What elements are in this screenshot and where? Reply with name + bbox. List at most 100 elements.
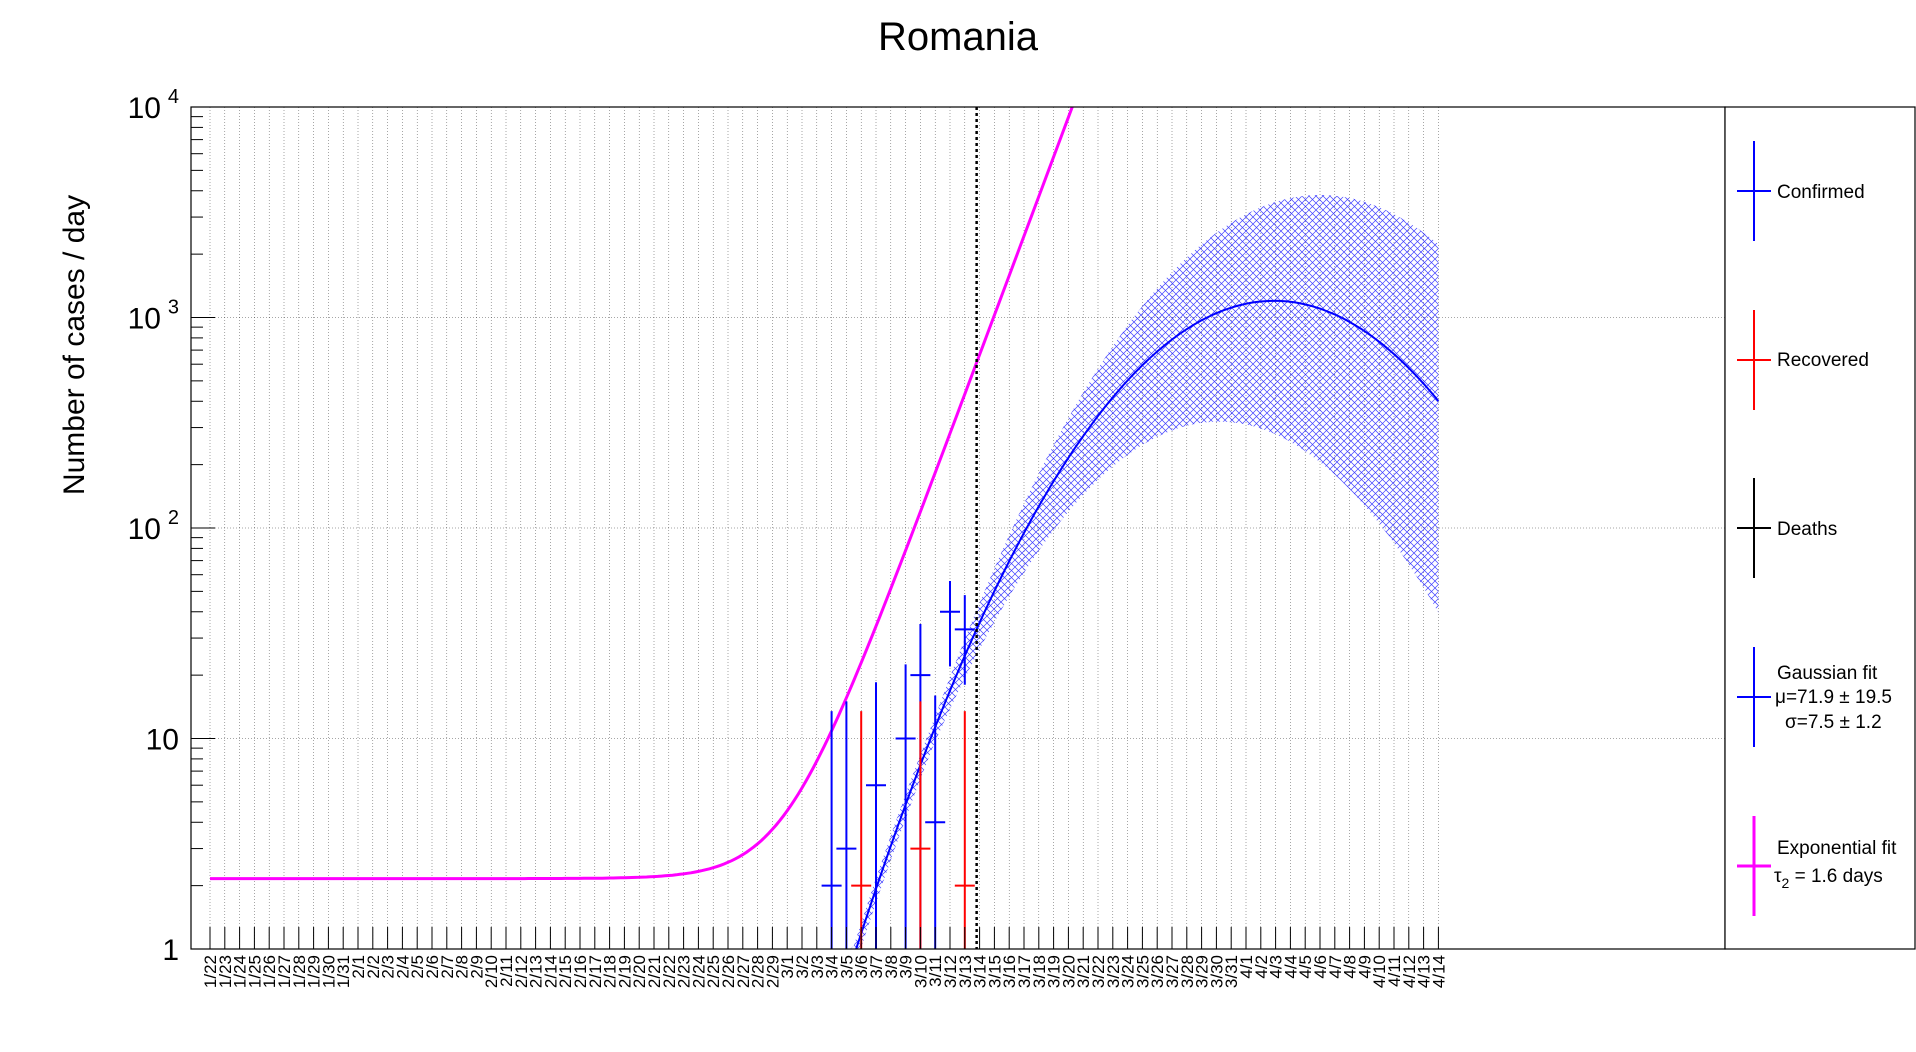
- legend: Confirmed Recovered Deaths Gaussian fit …: [1724, 106, 1916, 950]
- x-tick-label: 3/7: [867, 955, 886, 979]
- fit-curves: [210, 107, 1440, 949]
- x-tick-label: 1/26: [260, 955, 279, 988]
- y-tick-label: 1: [162, 934, 179, 967]
- x-tick-label: 2/25: [704, 955, 723, 988]
- tau-symbol: τ: [1774, 866, 1782, 887]
- data-points: [821, 581, 975, 949]
- x-tick-label: 3/28: [1178, 955, 1197, 988]
- x-tick-label: 2/29: [763, 955, 782, 988]
- x-tick-label: 3/22: [1089, 955, 1108, 988]
- legend-marker: [1737, 647, 1771, 747]
- legend-marker: [1737, 816, 1771, 916]
- y-tick-exponent: 3: [168, 297, 179, 319]
- uncertainty-band: [668, 195, 1439, 949]
- x-tick-label: 3/26: [1148, 955, 1167, 988]
- x-tick-label: 1/27: [275, 955, 294, 988]
- x-tick-label: 2/1: [349, 955, 368, 979]
- data-point-confirmed: [954, 595, 975, 685]
- legend-exponential-fit: Exponential fit: [1777, 838, 1897, 859]
- x-tick-label: 2/21: [645, 955, 664, 988]
- x-tick-label: 3/14: [971, 955, 990, 988]
- x-tick-label: 2/22: [660, 955, 679, 988]
- legend-gaussian-fit: Gaussian fit: [1777, 663, 1878, 684]
- x-tick-label: 2/18: [601, 955, 620, 988]
- tau-subscript: 2: [1782, 875, 1790, 891]
- x-tick-label: 2/13: [527, 955, 546, 988]
- x-tick-label: 2/7: [438, 955, 457, 979]
- x-tick-label: 2/6: [423, 955, 442, 979]
- x-tick-label: 3/29: [1193, 955, 1212, 988]
- exponential-fit-curve: [210, 107, 1074, 881]
- x-tick-label: 2/5: [408, 955, 427, 979]
- data-point-confirmed: [866, 682, 886, 949]
- x-tick-label: 3/25: [1133, 955, 1152, 988]
- x-tick-label: 2/20: [630, 955, 649, 988]
- y-tick-exponent: 4: [168, 86, 179, 108]
- x-tick-label: 3/27: [1163, 955, 1182, 988]
- y-tick-label: 10: [146, 724, 179, 757]
- x-tick-label: 4/8: [1341, 955, 1360, 979]
- data-point-confirmed: [895, 664, 916, 949]
- data-point-recovered: [910, 701, 931, 949]
- tau-text: = 1.6 days: [1789, 866, 1882, 887]
- legend-marker: [1737, 141, 1771, 241]
- x-tick-label: 2/23: [675, 955, 694, 988]
- x-tick-label: 1/30: [319, 955, 338, 988]
- x-tick-label: 4/3: [1267, 955, 1286, 979]
- x-tick-label: 4/13: [1415, 955, 1434, 988]
- x-tick-label: 3/18: [1030, 955, 1049, 988]
- x-tick-label: 2/19: [615, 955, 634, 988]
- legend-marker: [1737, 478, 1771, 578]
- x-axis-ticks: 1/221/231/241/251/261/271/281/291/301/31…: [201, 927, 1448, 988]
- x-tick-label: 3/30: [1207, 955, 1226, 988]
- x-tick-label: 2/10: [482, 955, 501, 988]
- gaussian-fit-curve: [855, 299, 1440, 949]
- x-tick-label: 3/17: [1015, 955, 1034, 988]
- y-tick-label: 10: [128, 303, 161, 336]
- data-point-recovered: [954, 711, 975, 949]
- x-tick-label: 4/9: [1355, 955, 1374, 979]
- y-tick-exponent: 2: [168, 507, 179, 529]
- legend-gaussian-mu: μ=71.9 ± 19.5: [1775, 687, 1892, 708]
- x-tick-label: 3/9: [897, 955, 916, 979]
- x-tick-label: 2/26: [719, 955, 738, 988]
- data-point-confirmed: [940, 581, 960, 667]
- x-tick-label: 2/4: [393, 955, 412, 979]
- uncertainty-band-area: [668, 195, 1439, 949]
- legend-confirmed: Confirmed: [1777, 182, 1865, 203]
- data-point-recovered: [851, 711, 872, 949]
- legend-gaussian-sigma: σ=7.5 ± 1.2: [1785, 712, 1882, 733]
- x-tick-label: 3/8: [882, 955, 901, 979]
- data-point-confirmed: [836, 701, 857, 949]
- x-tick-label: 2/15: [556, 955, 575, 988]
- y-axis-ticks: 1 10 10 2 10 3 10 4: [128, 86, 215, 967]
- x-tick-label: 2/27: [734, 955, 753, 988]
- x-tick-label: 1/31: [334, 955, 353, 988]
- x-tick-label: 1/28: [290, 955, 309, 988]
- x-tick-label: 2/3: [379, 955, 398, 979]
- x-tick-label: 1/25: [245, 955, 264, 988]
- x-tick-label: 3/31: [1222, 955, 1241, 988]
- y-tick-label: 10: [128, 513, 161, 546]
- x-tick-label: 3/13: [956, 955, 975, 988]
- x-tick-label: 3/5: [837, 955, 856, 979]
- x-tick-label: 4/1: [1237, 955, 1256, 979]
- legend-recovered: Recovered: [1777, 350, 1869, 371]
- x-tick-label: 1/24: [231, 955, 250, 988]
- x-tick-label: 2/12: [512, 955, 531, 988]
- x-tick-label: 3/2: [793, 955, 812, 979]
- x-tick-label: 3/12: [941, 955, 960, 988]
- x-tick-label: 4/5: [1296, 955, 1315, 979]
- legend-exponential-tau: τ2 = 1.6 days: [1774, 866, 1883, 891]
- x-tick-label: 4/11: [1385, 955, 1404, 987]
- x-tick-label: 3/10: [911, 955, 930, 988]
- y-tick-label: 10: [128, 92, 161, 125]
- x-tick-label: 4/6: [1311, 955, 1330, 979]
- x-tick-label: 1/23: [216, 955, 235, 988]
- x-tick-label: 3/6: [852, 955, 871, 979]
- x-tick-label: 4/4: [1281, 955, 1300, 979]
- x-tick-label: 3/19: [1045, 955, 1064, 988]
- x-tick-label: 3/21: [1074, 955, 1093, 988]
- x-tick-label: 4/12: [1400, 955, 1419, 988]
